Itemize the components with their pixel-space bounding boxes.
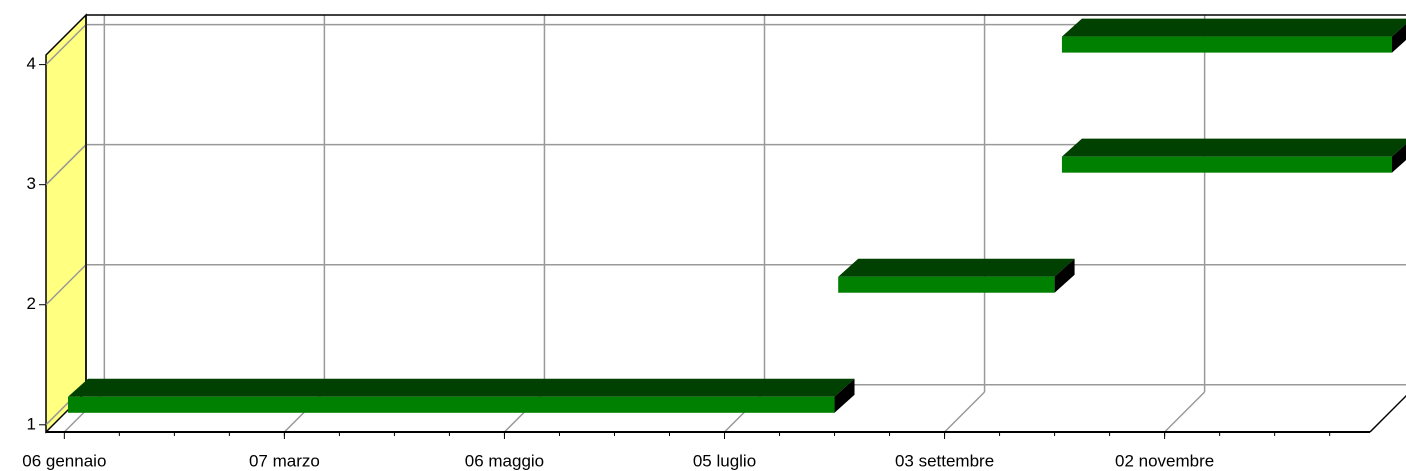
bar-top	[1061, 18, 1406, 37]
left-wall	[45, 13, 87, 434]
x-tick-label: 03 settembre	[895, 451, 994, 470]
bar-top	[68, 378, 855, 397]
bar-top	[838, 258, 1075, 277]
bar-side	[834, 378, 855, 413]
bar-side	[1392, 144, 1406, 173]
x-tick-label: 06 gennaio	[22, 451, 106, 470]
x-tick-label: 05 luglio	[693, 451, 756, 470]
y-tick-label: 2	[27, 294, 36, 313]
x-tick-label: 07 marzo	[249, 451, 320, 470]
y-tick-label: 4	[27, 54, 36, 73]
bar-side	[1392, 24, 1406, 53]
wall-grid-line	[45, 264, 87, 306]
back-wall	[86, 15, 1406, 392]
bar-side	[1054, 258, 1075, 293]
y-tick-label: 3	[27, 174, 36, 193]
wall-grid-line	[45, 144, 87, 186]
bar-top	[1061, 138, 1406, 157]
floor-grid-line	[1164, 391, 1206, 433]
bar	[1061, 36, 1393, 53]
frame	[1369, 394, 1406, 433]
bar	[1061, 156, 1393, 173]
bar	[838, 276, 1055, 293]
y-tick-label: 1	[27, 414, 36, 433]
floor-grid-line	[944, 391, 986, 433]
x-tick-label: 02 novembre	[1115, 451, 1214, 470]
wall-grid-line	[45, 24, 87, 66]
x-tick-label: 06 maggio	[465, 451, 544, 470]
bar	[68, 396, 835, 413]
